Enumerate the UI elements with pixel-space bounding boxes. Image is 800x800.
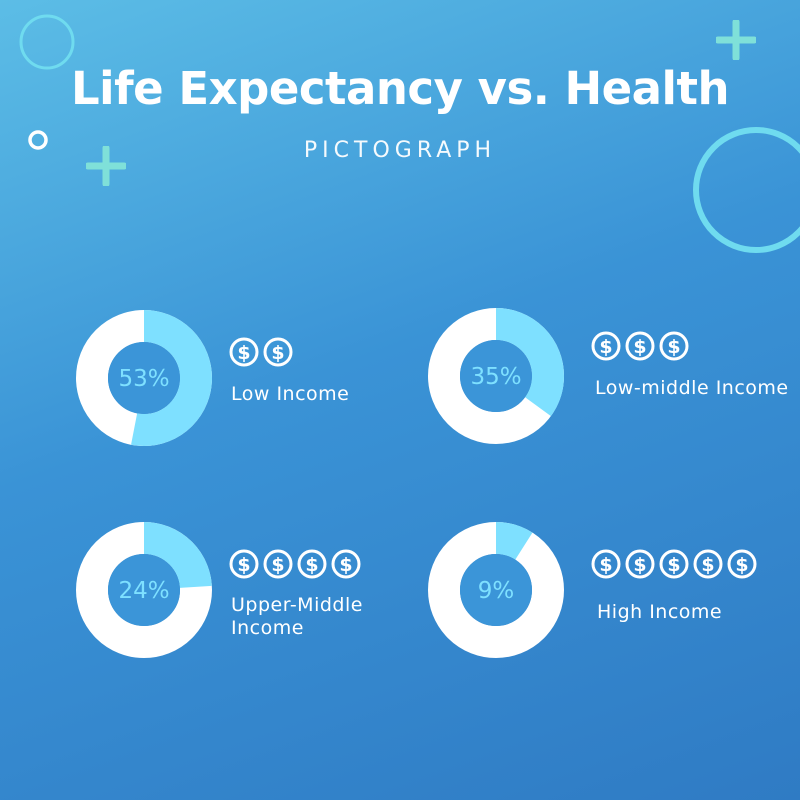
donut-chart-high-income: 9% (428, 522, 564, 658)
dollar-icons-low-middle-income: $ $ $ (591, 331, 689, 361)
svg-text:$: $ (735, 554, 748, 576)
dollar-coin-icon: $ (591, 549, 621, 579)
chart-title: Life Expectancy vs. Health (70, 62, 730, 115)
plus-icon (86, 146, 126, 186)
svg-text:$: $ (667, 336, 680, 358)
dollar-coin-icon: $ (727, 549, 757, 579)
dollar-coin-icon: $ (297, 549, 327, 579)
ring-icon (28, 130, 48, 150)
donut-value-label: 35% (470, 364, 521, 390)
svg-text:$: $ (271, 554, 284, 576)
donut-value-label: 53% (118, 366, 169, 392)
dollar-coin-icon: $ (659, 549, 689, 579)
svg-text:$: $ (701, 554, 714, 576)
svg-text:$: $ (599, 554, 612, 576)
svg-text:$: $ (237, 554, 250, 576)
dollar-icons-upper-middle-income: $ $ $ $ (229, 549, 361, 579)
dollar-coin-icon: $ (331, 549, 361, 579)
donut-chart-low-middle-income: 35% (428, 308, 564, 444)
dollar-coin-icon: $ (693, 549, 723, 579)
category-label-low-income: Low Income (231, 383, 350, 405)
donut-center (460, 340, 532, 412)
dollar-coin-icon: $ (591, 331, 621, 361)
svg-text:$: $ (339, 554, 352, 576)
donut-value-arc (428, 522, 564, 658)
dollar-coin-icon: $ (229, 549, 259, 579)
donut-value-label: 9% (478, 578, 515, 604)
dollar-icons-low-income: $ $ (229, 337, 293, 367)
donut-chart-low-income: 53% (76, 310, 212, 446)
plus-icon (716, 20, 756, 60)
svg-text:$: $ (305, 554, 318, 576)
chart-subtitle: PICTOGRAPH (303, 138, 497, 163)
donut-center (108, 342, 180, 414)
svg-text:$: $ (271, 342, 284, 364)
donut-value-arc (428, 308, 564, 444)
dollar-coin-icon: $ (229, 337, 259, 367)
svg-text:$: $ (667, 554, 680, 576)
svg-text:$: $ (237, 342, 250, 364)
dollar-coin-icon: $ (263, 549, 293, 579)
donut-value-arc (76, 522, 212, 658)
donut-chart-upper-middle-income: 24% (76, 522, 212, 658)
donut-value-label: 24% (118, 578, 169, 604)
category-label-low-middle-income: Low-middle Income (595, 377, 789, 399)
dollar-coin-icon: $ (625, 331, 655, 361)
category-label-upper-middle-income: Upper-Middle Income (231, 594, 363, 639)
dollar-icons-high-income: $ $ $ $ $ (591, 549, 757, 579)
dollar-coin-icon: $ (659, 331, 689, 361)
dollar-coin-icon: $ (625, 549, 655, 579)
svg-text:$: $ (599, 336, 612, 358)
ring-icon (19, 14, 75, 70)
svg-text:$: $ (633, 554, 646, 576)
ring-icon (693, 127, 800, 253)
donut-center (460, 554, 532, 626)
dollar-coin-icon: $ (263, 337, 293, 367)
svg-text:$: $ (633, 336, 646, 358)
donut-value-arc (76, 310, 212, 446)
donut-center (108, 554, 180, 626)
category-label-high-income: High Income (597, 601, 723, 623)
